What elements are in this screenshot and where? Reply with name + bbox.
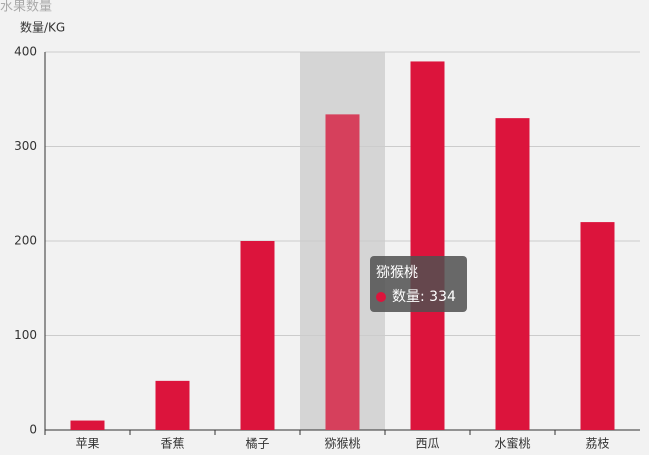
x-tick-label: 橘子 [245,436,269,451]
y-tick-label: 0 [29,423,37,437]
x-tick-label: 猕猴桃 [324,436,360,451]
tooltip-box [370,256,467,312]
bar [70,420,105,430]
y-tick-label: 100 [14,328,37,342]
x-tick-label: 西瓜 [415,437,439,451]
tooltip-title: 猕猴桃 [376,265,418,281]
tooltip-value: 数量: 334 [392,289,456,305]
tooltip-marker [376,292,386,302]
bar [155,380,190,430]
bar [580,222,615,430]
bar [325,114,360,431]
x-tick-label: 荔枝 [585,436,609,451]
tooltip-number: 334 [429,289,456,305]
x-tick-label: 苹果 [75,437,99,451]
y-tick-label: 200 [14,234,37,248]
y-tick-label: 300 [14,139,37,153]
y-tick-label: 400 [14,45,37,59]
bar [495,118,530,431]
chart-title: 水果数量 [0,0,52,15]
tooltip-series: 数量 [392,289,420,305]
bar [240,241,275,430]
y-axis-label: 数量/KG [20,20,65,35]
bar [410,61,445,430]
x-tick-label: 水蜜桃 [494,436,530,451]
x-tick-label: 香蕉 [160,437,184,451]
